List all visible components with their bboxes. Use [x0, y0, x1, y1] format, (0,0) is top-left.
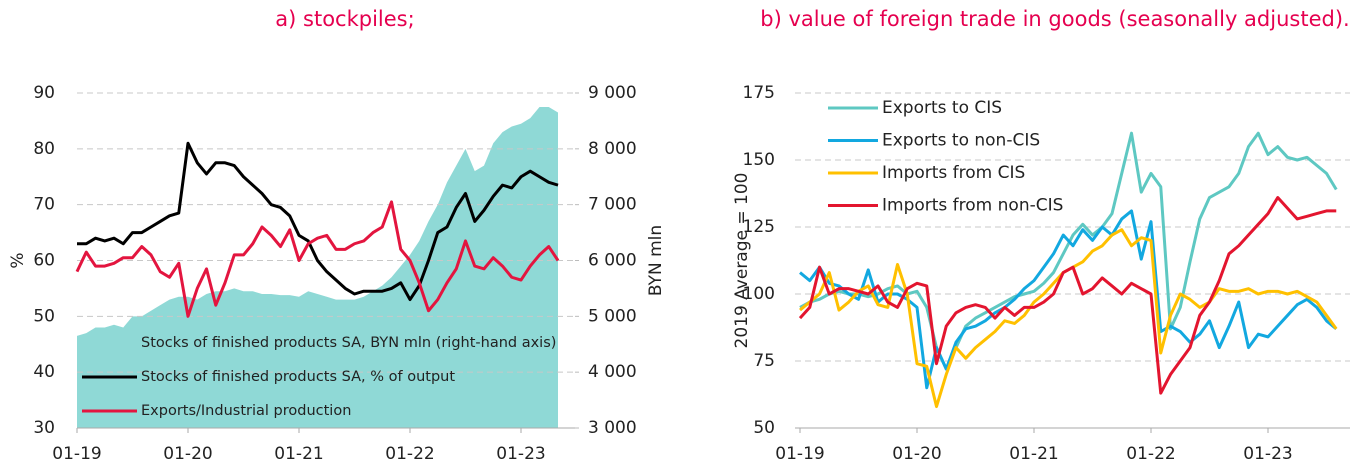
- x-tick-label: 01-19: [775, 444, 824, 464]
- y-tick-label: 50: [33, 306, 55, 326]
- line: [77, 141, 559, 302]
- y2-axis-title: BYN mln: [646, 225, 666, 296]
- y-tick-label: 40: [33, 362, 55, 382]
- legend-swatch: [82, 336, 137, 350]
- y-tick-label: 75: [753, 351, 775, 371]
- legend-label: Imports from CIS: [882, 163, 1025, 183]
- legend-label: Exports to non-CIS: [882, 131, 1040, 151]
- x-tick-label: 01-20: [163, 444, 212, 464]
- line: [799, 131, 1338, 371]
- y-tick-label: 90: [33, 83, 55, 103]
- y2-tick-label: 7 000: [588, 195, 637, 215]
- x-tick-label: 01-21: [274, 444, 323, 464]
- legend-label: Exports to CIS: [882, 98, 1002, 118]
- y-tick-label: 60: [33, 251, 55, 271]
- y2-tick-label: 4 000: [588, 362, 637, 382]
- y-tick-label: 125: [743, 217, 775, 237]
- y-tick-label: 70: [33, 195, 55, 215]
- x-tick-label: 01-23: [496, 444, 545, 464]
- x-tick-label: 01-19: [52, 444, 101, 464]
- legend-label: Stocks of finished products SA, % of out…: [141, 369, 455, 385]
- y-tick-label: 175: [743, 83, 775, 103]
- y2-tick-label: 9 000: [588, 83, 637, 103]
- legend-label: Exports/Industrial production: [141, 403, 351, 419]
- y-tick-label: 150: [743, 150, 775, 170]
- y-axis-title: 2019 Average = 100: [732, 173, 752, 349]
- x-tick-label: 01-22: [385, 444, 434, 464]
- x-tick-label: 01-21: [1009, 444, 1058, 464]
- y2-tick-label: 5 000: [588, 306, 637, 326]
- y-tick-label: 80: [33, 139, 55, 159]
- legend-label: Stocks of finished products SA, BYN mln …: [141, 335, 556, 351]
- y-axis-title: %: [8, 252, 28, 268]
- y2-tick-label: 8 000: [588, 139, 637, 159]
- x-tick-label: 01-23: [1243, 444, 1292, 464]
- chart-title: b) value of foreign trade in goods (seas…: [760, 7, 1350, 31]
- line: [799, 228, 1338, 409]
- line: [75, 200, 560, 318]
- y2-tick-label: 3 000: [588, 418, 637, 438]
- line: [798, 196, 1337, 395]
- legend-label: Imports from non-CIS: [882, 196, 1063, 216]
- x-tick-label: 01-20: [892, 444, 941, 464]
- y2-tick-label: 6 000: [588, 251, 637, 271]
- area: [77, 106, 558, 428]
- y-tick-label: 100: [743, 284, 775, 304]
- x-tick-label: 01-22: [1126, 444, 1175, 464]
- chart-title: a) stockpiles;: [275, 7, 415, 31]
- y-tick-label: 30: [33, 418, 55, 438]
- y-tick-label: 50: [753, 418, 775, 438]
